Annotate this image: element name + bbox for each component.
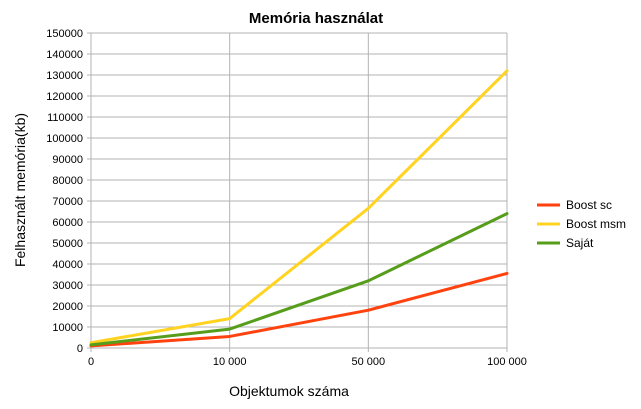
y-tick-label: 60000 [52, 217, 83, 229]
legend-entry-label: Saját [566, 236, 594, 250]
y-tick-label: 20000 [52, 301, 83, 313]
y-tick-label: 70000 [52, 196, 83, 208]
x-tick-label: 100 000 [487, 356, 527, 368]
legend-entry-label: Boost sc [566, 198, 612, 212]
x-tick-label: 0 [88, 356, 94, 368]
y-tick-label: 150000 [46, 28, 83, 40]
x-tick-labels: 0 10 000 50 000 100 000 [88, 356, 527, 368]
x-axis-label: Objektumok száma [229, 383, 349, 399]
legend: Boost sc Boost msm Saját [537, 198, 626, 250]
y-tick-label: 30000 [52, 280, 83, 292]
y-tick-label: 40000 [52, 259, 83, 271]
y-tick-label: 120000 [46, 91, 83, 103]
y-tick-label: 140000 [46, 49, 83, 61]
chart-title: Memória használat [249, 10, 383, 27]
series-line-1 [89, 271, 509, 348]
y-tick-label: 90000 [52, 154, 83, 166]
y-tick-labels: 0 10000 20000 30000 40000 50000 60000 70000 8000… [46, 28, 83, 355]
y-axis-label: Felhasznált memória(kb) [12, 113, 28, 267]
x-tick-label: 10 000 [213, 356, 247, 368]
series-line-2 [89, 69, 509, 345]
y-tick-label: 80000 [52, 175, 83, 187]
y-tick-label: 10000 [52, 322, 83, 334]
series-line-3 [89, 212, 509, 347]
legend-entry-label: Boost msm [566, 217, 626, 231]
y-tick-label: 100000 [46, 133, 83, 145]
grid-layer [87, 32, 508, 352]
x-tick-label: 50 000 [352, 356, 386, 368]
y-tick-label: 110000 [47, 112, 83, 124]
y-tick-label: 0 [77, 343, 83, 355]
series-layer [89, 69, 509, 348]
y-tick-label: 50000 [52, 238, 83, 250]
y-tick-label: 130000 [46, 70, 83, 82]
